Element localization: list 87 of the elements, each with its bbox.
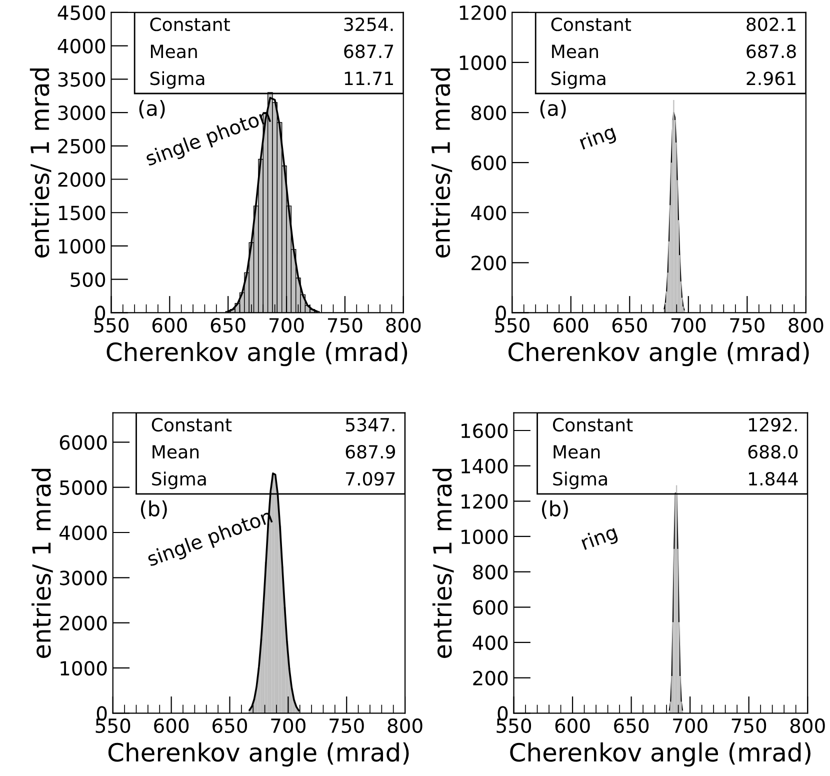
x-tick-label: 750 bbox=[328, 318, 362, 333]
annotation: Sigma bbox=[553, 472, 607, 490]
y-tick-label: 600 bbox=[471, 156, 506, 170]
x-tick-label: 700 bbox=[271, 718, 306, 734]
annotation: ring bbox=[578, 124, 618, 154]
x-tick-label: 600 bbox=[554, 318, 588, 333]
x-tick-label: 650 bbox=[210, 318, 246, 333]
y-tick-label: 5000 bbox=[60, 480, 107, 496]
y-tick-label: 800 bbox=[473, 564, 508, 580]
annotation: 11.71 bbox=[344, 72, 393, 85]
x-tick-label: 800 bbox=[790, 718, 825, 734]
annotation: Constant bbox=[152, 418, 232, 432]
x-tick-label: 600 bbox=[555, 718, 590, 734]
x-tick-label: 800 bbox=[386, 318, 421, 333]
x-tick-label: 800 bbox=[788, 318, 824, 333]
y-tick-label: 600 bbox=[473, 600, 508, 615]
x-tick-label: 750 bbox=[732, 718, 766, 734]
y-axis-title: entries/ 1 mrad bbox=[30, 68, 52, 258]
x-tick-label: 800 bbox=[388, 718, 422, 734]
y-tick-label: 1000 bbox=[60, 660, 107, 676]
y-tick-label: 800 bbox=[471, 105, 506, 120]
annotation: ring bbox=[580, 524, 619, 554]
annotation: 3254. bbox=[344, 18, 393, 32]
y-axis-title: entries/ 1 mrad bbox=[430, 68, 452, 258]
annotation: 5347. bbox=[346, 418, 394, 432]
y-tick-label: 1400 bbox=[462, 458, 508, 474]
y-tick-label: 3000 bbox=[58, 105, 106, 120]
y-tick-label: 1600 bbox=[462, 423, 508, 438]
y-axis-title: entries/ 1 mrad bbox=[32, 468, 53, 658]
x-axis-title: Cherenkov angle (mrad) bbox=[106, 342, 408, 366]
x-tick-label: 700 bbox=[270, 318, 304, 333]
y-tick-label: 1000 bbox=[59, 238, 106, 254]
annotation: Mean bbox=[554, 445, 600, 459]
y-tick-label: 1500 bbox=[59, 206, 106, 220]
y-tick-label: 2500 bbox=[58, 138, 106, 154]
annotation: (a) bbox=[540, 100, 566, 119]
annotation: 687.8 bbox=[746, 44, 796, 58]
y-tick-label: 200 bbox=[473, 670, 508, 686]
x-tick-label: 600 bbox=[152, 318, 187, 333]
annotation: 1292. bbox=[749, 418, 797, 432]
annotation: 802.1 bbox=[746, 18, 796, 32]
annotation: Constant bbox=[150, 18, 230, 32]
annotation: Sigma bbox=[551, 71, 606, 89]
y-tick-label: 3500 bbox=[58, 72, 106, 87]
annotation: Sigma bbox=[152, 472, 206, 490]
annotation: Mean bbox=[152, 445, 199, 459]
annotation: 1.844 bbox=[749, 472, 798, 486]
x-tick-label: 650 bbox=[614, 718, 649, 734]
annotation: (b) bbox=[542, 500, 568, 519]
x-axis-title: Cherenkov angle (mrad) bbox=[108, 742, 409, 767]
y-tick-label: 1200 bbox=[462, 494, 508, 509]
y-tick-label: 4000 bbox=[59, 525, 107, 540]
y-tick-label: 400 bbox=[471, 206, 506, 220]
annotation: 7.097 bbox=[346, 472, 395, 486]
annotation: 687.7 bbox=[344, 44, 394, 58]
annotation: Sigma bbox=[150, 71, 204, 89]
y-tick-label: 4500 bbox=[58, 5, 106, 20]
annotation: 688.0 bbox=[748, 444, 798, 459]
y-tick-label: 1200 bbox=[460, 5, 506, 20]
annotation: Mean bbox=[552, 44, 598, 58]
y-tick-label: 400 bbox=[472, 635, 508, 650]
y-tick-label: 200 bbox=[472, 256, 506, 270]
y-tick-label: 500 bbox=[70, 272, 106, 288]
y-tick-label: 1000 bbox=[460, 55, 506, 70]
annotation: Constant bbox=[552, 418, 633, 432]
x-tick-label: 750 bbox=[730, 318, 764, 333]
y-tick-label: 2000 bbox=[60, 616, 107, 630]
annotation: Constant bbox=[551, 18, 632, 32]
annotation: (a) bbox=[139, 100, 165, 119]
x-tick-label: 750 bbox=[330, 718, 364, 734]
y-tick-label: 1000 bbox=[462, 529, 508, 544]
x-tick-label: 700 bbox=[671, 318, 706, 333]
annotation: 2.961 bbox=[746, 72, 796, 86]
y-tick-label: 3000 bbox=[60, 570, 107, 586]
y-tick-label: 4000 bbox=[58, 38, 106, 54]
annotation: Mean bbox=[150, 44, 197, 58]
x-tick-label: 650 bbox=[212, 718, 248, 734]
x-tick-label: 600 bbox=[154, 718, 189, 734]
y-axis-title: entries/ 1 mrad bbox=[432, 468, 454, 658]
x-tick-label: 700 bbox=[673, 718, 708, 734]
y-tick-label: 6000 bbox=[60, 435, 107, 450]
x-axis-title: Cherenkov angle (mrad) bbox=[510, 742, 810, 767]
annotation: 687.9 bbox=[346, 444, 396, 459]
x-axis-title: Cherenkov angle (mrad) bbox=[508, 342, 809, 366]
annotation: (b) bbox=[140, 500, 167, 519]
x-tick-label: 650 bbox=[612, 318, 647, 333]
y-tick-label: 2000 bbox=[58, 172, 106, 187]
